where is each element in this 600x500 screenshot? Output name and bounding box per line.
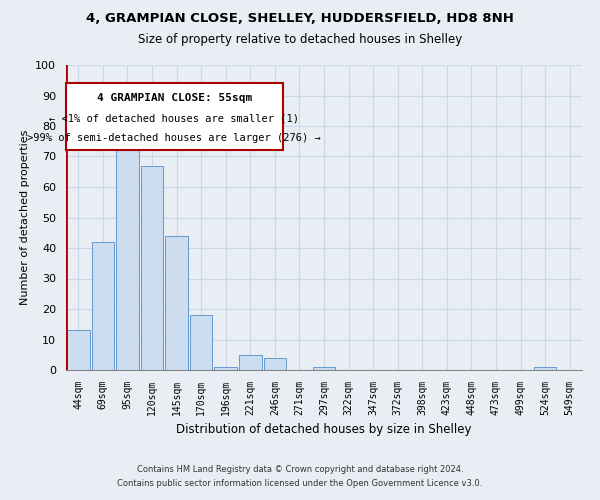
Text: 4 GRAMPIAN CLOSE: 55sqm: 4 GRAMPIAN CLOSE: 55sqm [97,93,252,103]
X-axis label: Distribution of detached houses by size in Shelley: Distribution of detached houses by size … [176,424,472,436]
Bar [263,358,286,370]
Text: ← <1% of detached houses are smaller (1): ← <1% of detached houses are smaller (1) [49,113,299,123]
Bar [239,355,262,370]
Text: Contains HM Land Registry data © Crown copyright and database right 2024.
Contai: Contains HM Land Registry data © Crown c… [118,466,482,487]
Bar [165,236,188,370]
Bar [534,367,556,370]
Bar [214,367,237,370]
Text: Size of property relative to detached houses in Shelley: Size of property relative to detached ho… [138,32,462,46]
FancyBboxPatch shape [66,84,283,150]
Bar [140,166,163,370]
Bar [116,120,139,370]
Text: 4, GRAMPIAN CLOSE, SHELLEY, HUDDERSFIELD, HD8 8NH: 4, GRAMPIAN CLOSE, SHELLEY, HUDDERSFIELD… [86,12,514,26]
Bar [92,242,114,370]
Text: >99% of semi-detached houses are larger (276) →: >99% of semi-detached houses are larger … [28,134,321,143]
Y-axis label: Number of detached properties: Number of detached properties [20,130,30,305]
Bar [313,367,335,370]
Bar [190,315,212,370]
Bar [67,330,89,370]
